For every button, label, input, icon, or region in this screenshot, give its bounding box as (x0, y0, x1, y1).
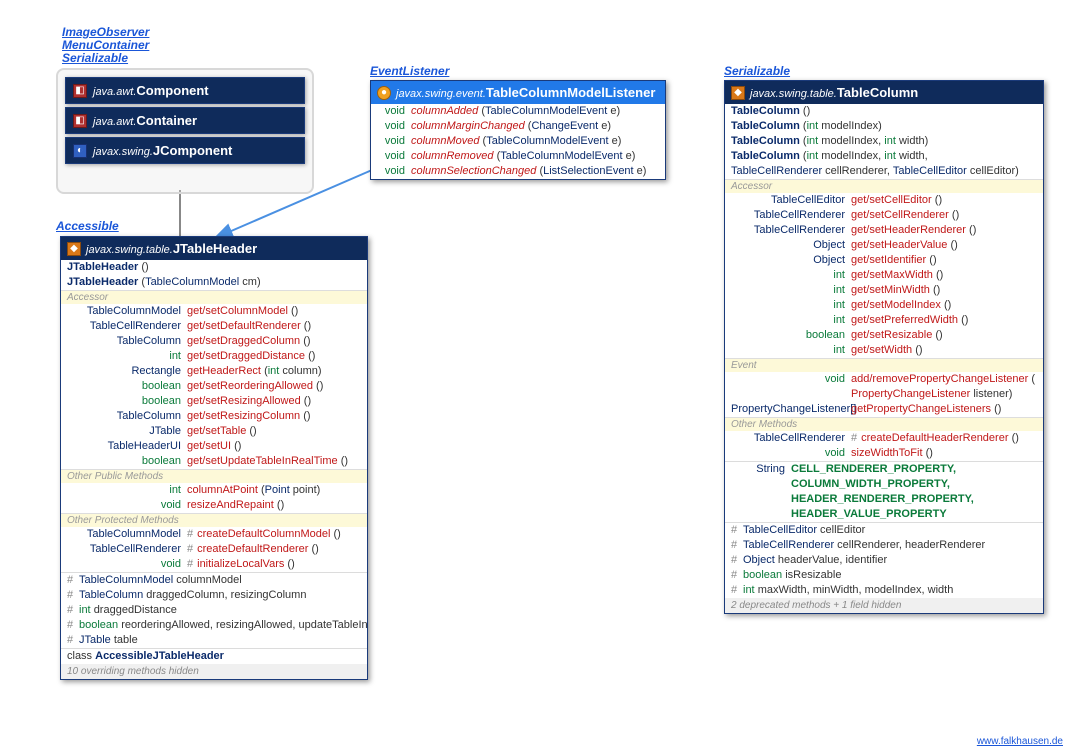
interface-tablecolumnmodellistener: ● javax.swing.event.TableColumnModelList… (370, 80, 666, 180)
method-row[interactable]: booleanget/setReorderingAllowed () (61, 379, 367, 394)
field-row[interactable]: #TableCellEditor cellEditor (725, 523, 1043, 538)
section-accessor: Accessor (725, 179, 1043, 193)
method-row[interactable]: intget/setWidth () (725, 343, 1043, 358)
constructor-row[interactable]: TableColumn (int modelIndex, int width) (725, 134, 1043, 149)
class-container[interactable]: ◧ java.awt.Container (65, 107, 305, 134)
class-jtableheader: ◆ javax.swing.table.JTableHeader JTableH… (60, 236, 368, 680)
method-row[interactable]: TableColumnget/setDraggedColumn () (61, 334, 367, 349)
hidden-note: 10 overriding methods hidden (61, 664, 367, 679)
class-icon: ◐ (73, 144, 87, 158)
method-row[interactable]: voidresizeAndRepaint () (61, 498, 367, 513)
method-row[interactable]: voidcolumnMarginChanged (ChangeEvent e) (371, 119, 665, 134)
method-row[interactable]: intget/setDraggedDistance () (61, 349, 367, 364)
method-row[interactable]: TableCellRenderer#createDefaultRenderer … (61, 542, 367, 557)
footer-link[interactable]: www.falkhausen.de (977, 736, 1063, 747)
section-accessor: Accessor (61, 290, 367, 304)
hidden-note: 2 deprecated methods + 1 field hidden (725, 598, 1043, 613)
method-row[interactable]: RectanglegetHeaderRect (int column) (61, 364, 367, 379)
method-row[interactable]: booleanget/setResizable () (725, 328, 1043, 343)
class-icon: ◧ (73, 84, 87, 98)
method-row[interactable]: intget/setMinWidth () (725, 283, 1043, 298)
constructor-row[interactable]: JTableHeader (TableColumnModel cm) (61, 275, 367, 290)
serializable-label[interactable]: Serializable (724, 65, 790, 78)
method-row[interactable]: TableColumnModelget/setColumnModel () (61, 304, 367, 319)
method-row[interactable]: voidsizeWidthToFit () (725, 446, 1043, 461)
constructor-row[interactable]: TableCellRenderer cellRenderer, TableCel… (725, 164, 1043, 179)
method-row[interactable]: JTableget/setTable () (61, 424, 367, 439)
method-row[interactable]: intget/setModelIndex () (725, 298, 1043, 313)
method-row[interactable]: TableColumnModel#createDefaultColumnMode… (61, 527, 367, 542)
method-row[interactable]: voidcolumnRemoved (TableColumnModelEvent… (371, 149, 665, 164)
method-row[interactable]: intget/setMaxWidth () (725, 268, 1043, 283)
method-row[interactable]: TableCellRendererget/setDefaultRenderer … (61, 319, 367, 334)
section-other: Other Methods (725, 417, 1043, 431)
class-header[interactable]: ◆ javax.swing.table.JTableHeader (61, 237, 367, 260)
method-row[interactable]: Objectget/setHeaderValue () (725, 238, 1043, 253)
class-tablecolumn: ◆ javax.swing.table.TableColumn TableCol… (724, 80, 1044, 614)
class-icon: ◆ (67, 242, 81, 256)
field-row[interactable]: #int draggedDistance (61, 603, 367, 618)
method-row[interactable]: void#initializeLocalVars () (61, 557, 367, 572)
constant-row: COLUMN_WIDTH_PROPERTY, (725, 477, 1043, 492)
method-row[interactable]: TableCellRendererget/setHeaderRenderer (… (725, 223, 1043, 238)
interface-icon: ● (377, 86, 391, 100)
method-row[interactable]: Objectget/setIdentifier () (725, 253, 1043, 268)
section-other-protected: Other Protected Methods (61, 513, 367, 527)
class-jcomponent[interactable]: ◐ javax.swing.JComponent (65, 137, 305, 164)
method-row[interactable]: TableColumnget/setResizingColumn () (61, 409, 367, 424)
field-row[interactable]: #TableColumnModel columnModel (61, 573, 367, 588)
field-row[interactable]: #Object headerValue, identifier (725, 553, 1043, 568)
method-row[interactable]: intget/setPreferredWidth () (725, 313, 1043, 328)
method-row[interactable]: voidcolumnAdded (TableColumnModelEvent e… (371, 104, 665, 119)
field-row[interactable]: #TableCellRenderer cellRenderer, headerR… (725, 538, 1043, 553)
method-row[interactable]: voidcolumnMoved (TableColumnModelEvent e… (371, 134, 665, 149)
constant-row: StringCELL_RENDERER_PROPERTY, (725, 462, 1043, 477)
interface-link[interactable]: Serializable (62, 52, 149, 65)
section-other-public: Other Public Methods (61, 469, 367, 483)
method-row[interactable]: voidadd/removePropertyChangeListener ( (725, 372, 1043, 387)
field-row[interactable]: #boolean reorderingAllowed, resizingAllo… (61, 618, 367, 633)
class-icon: ◆ (731, 86, 745, 100)
method-row[interactable]: booleanget/setResizingAllowed () (61, 394, 367, 409)
method-row[interactable]: intcolumnAtPoint (Point point) (61, 483, 367, 498)
method-row[interactable]: voidcolumnSelectionChanged (ListSelectio… (371, 164, 665, 179)
field-row[interactable]: #boolean isResizable (725, 568, 1043, 583)
method-row[interactable]: TableHeaderUIget/setUI () (61, 439, 367, 454)
constructor-row[interactable]: TableColumn () (725, 104, 1043, 119)
constructor-row[interactable]: TableColumn (int modelIndex, int width, (725, 149, 1043, 164)
class-header[interactable]: ◆ javax.swing.table.TableColumn (725, 81, 1043, 104)
class-header[interactable]: ● javax.swing.event.TableColumnModelList… (371, 81, 665, 104)
constructor-row[interactable]: JTableHeader () (61, 260, 367, 275)
eventlistener-label[interactable]: EventListener (370, 65, 449, 78)
top-interface-list: ImageObserver MenuContainer Serializable (62, 26, 149, 65)
class-icon: ◧ (73, 114, 87, 128)
method-row[interactable]: PropertyChangeListener[]getPropertyChang… (725, 402, 1043, 417)
section-event: Event (725, 358, 1043, 372)
field-row[interactable]: #JTable table (61, 633, 367, 648)
constructor-row[interactable]: TableColumn (int modelIndex) (725, 119, 1043, 134)
method-row[interactable]: TableCellRenderer#createDefaultHeaderRen… (725, 431, 1043, 446)
inner-class-row[interactable]: class AccessibleJTableHeader (61, 648, 367, 664)
class-component[interactable]: ◧ java.awt.Component (65, 77, 305, 104)
constant-row: HEADER_VALUE_PROPERTY (725, 507, 1043, 522)
field-row[interactable]: #TableColumn draggedColumn, resizingColu… (61, 588, 367, 603)
accessible-label[interactable]: Accessible (56, 220, 119, 233)
method-row[interactable]: TableCellRendererget/setCellRenderer () (725, 208, 1043, 223)
method-row[interactable]: booleanget/setUpdateTableInRealTime () (61, 454, 367, 469)
field-row[interactable]: #int maxWidth, minWidth, modelIndex, wid… (725, 583, 1043, 598)
method-row[interactable]: TableCellEditorget/setCellEditor () (725, 193, 1043, 208)
method-row[interactable]: PropertyChangeListener listener) (725, 387, 1043, 402)
constant-row: HEADER_RENDERER_PROPERTY, (725, 492, 1043, 507)
hierarchy-frame: ◧ java.awt.Component ◧ java.awt.Containe… (56, 68, 314, 194)
